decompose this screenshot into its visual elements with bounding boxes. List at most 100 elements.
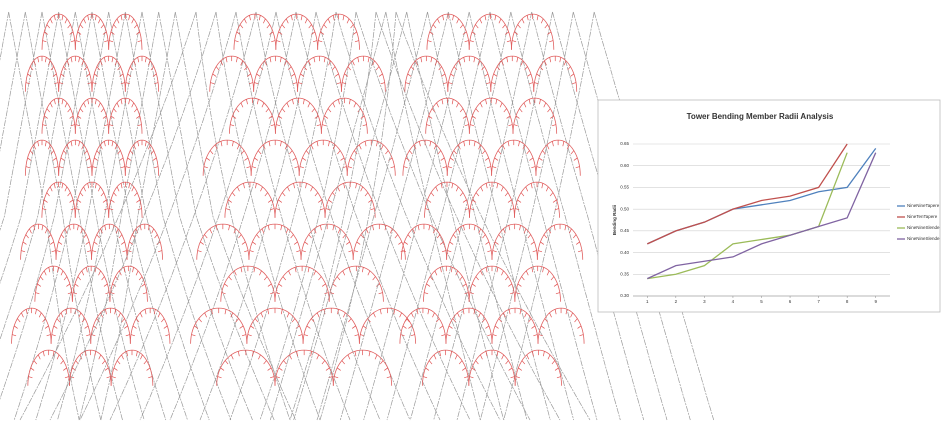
arch-tick: [465, 125, 469, 126]
arch-tick: [133, 267, 134, 272]
arch-tick: [509, 368, 512, 371]
arch-tick: [499, 19, 501, 23]
arch-tick: [474, 141, 475, 146]
arch-tick: [537, 15, 538, 20]
arch-tick: [304, 335, 308, 336]
arch-tick: [528, 235, 531, 239]
arch-tick: [487, 251, 491, 252]
arch-tick: [45, 57, 46, 62]
arch-tick: [139, 277, 142, 281]
arch-tick: [547, 109, 550, 113]
arch-tick: [519, 109, 522, 113]
lattice-line: [260, 12, 356, 420]
arch-tick: [282, 193, 285, 197]
arch-tick: [333, 15, 334, 20]
arch-tick: [332, 67, 335, 71]
arch-tick: [132, 235, 135, 239]
arch-tick: [417, 309, 418, 314]
arch-tick: [295, 167, 299, 168]
arch-tick: [505, 193, 508, 197]
arch-tick: [514, 125, 518, 126]
arch-tick: [262, 103, 264, 107]
arch-tick: [431, 57, 432, 62]
arch-tick: [280, 57, 281, 62]
arch-tick: [244, 251, 248, 252]
arch-tick: [78, 200, 81, 203]
arch-tick: [103, 200, 106, 203]
arch-tick: [359, 145, 361, 149]
lattice-line: [448, 12, 550, 420]
arch: [109, 14, 142, 50]
arch-tick: [307, 326, 310, 329]
arch-tick: [21, 313, 23, 317]
arch-tick: [403, 326, 406, 329]
arch-tick: [88, 15, 89, 20]
arch-tick: [347, 19, 349, 23]
arch-tick: [235, 41, 239, 42]
arch-tick: [440, 267, 441, 272]
arch-tick: [70, 200, 73, 203]
arch-tick: [324, 116, 327, 119]
arch-tick: [463, 200, 466, 203]
arch-tick: [344, 183, 345, 188]
arch-tick: [257, 235, 260, 239]
arch-tick: [270, 377, 274, 378]
arch-tick: [454, 67, 457, 71]
arch-tick: [17, 319, 20, 323]
arch-tick: [77, 225, 78, 230]
arch-tick: [114, 25, 117, 29]
arch-tick: [496, 99, 497, 104]
arch-tick: [243, 183, 244, 188]
arch-tick: [34, 361, 37, 365]
arch-tick: [460, 109, 463, 113]
arch-tick: [129, 183, 130, 188]
arch: [75, 14, 108, 50]
arch-tick: [549, 41, 553, 42]
arch-tick: [255, 183, 256, 188]
arch-tick: [308, 267, 309, 272]
arch-tick: [502, 355, 504, 359]
arch-tick: [470, 125, 474, 126]
arch-tick: [470, 293, 474, 294]
arch-tick: [123, 251, 127, 252]
arch-tick: [126, 335, 130, 336]
arch-tick: [309, 25, 312, 29]
arch-tick: [576, 242, 579, 245]
arch-tick: [114, 368, 117, 371]
arch-tick: [112, 141, 113, 146]
arch-tick: [232, 141, 233, 146]
arch-tick: [531, 183, 532, 188]
arch-tick: [229, 225, 230, 230]
arch-tick: [318, 41, 322, 42]
arch-tick: [54, 183, 55, 188]
arch-tick: [400, 313, 402, 317]
arch-tick: [134, 109, 137, 113]
arch-tick: [361, 187, 363, 191]
lattice-line: [0, 12, 75, 420]
arch-tick: [495, 242, 498, 245]
arch-tick: [511, 377, 515, 378]
arch-tick: [305, 242, 308, 245]
arch-tick: [379, 293, 383, 294]
arch-tick: [476, 193, 479, 197]
arch-tick: [354, 251, 358, 252]
arch-tick: [23, 242, 26, 245]
arch-tick: [370, 209, 374, 210]
arch-tick: [429, 361, 432, 365]
arch-tick: [68, 193, 71, 197]
arch: [512, 14, 554, 50]
arch-tick: [395, 235, 398, 239]
arch: [537, 224, 582, 260]
arch: [329, 266, 383, 302]
arch-tick: [457, 19, 459, 23]
arch-tick: [493, 335, 497, 336]
arch-tick: [47, 193, 50, 197]
arch-tick: [448, 167, 452, 168]
arch-tick: [409, 151, 412, 155]
arch-tick: [165, 335, 169, 336]
arch-tick: [288, 187, 290, 191]
y-tick-label: 0.60: [620, 163, 629, 168]
arch-tick: [293, 83, 297, 84]
arch-tick: [98, 187, 100, 191]
arch-tick: [78, 277, 81, 281]
